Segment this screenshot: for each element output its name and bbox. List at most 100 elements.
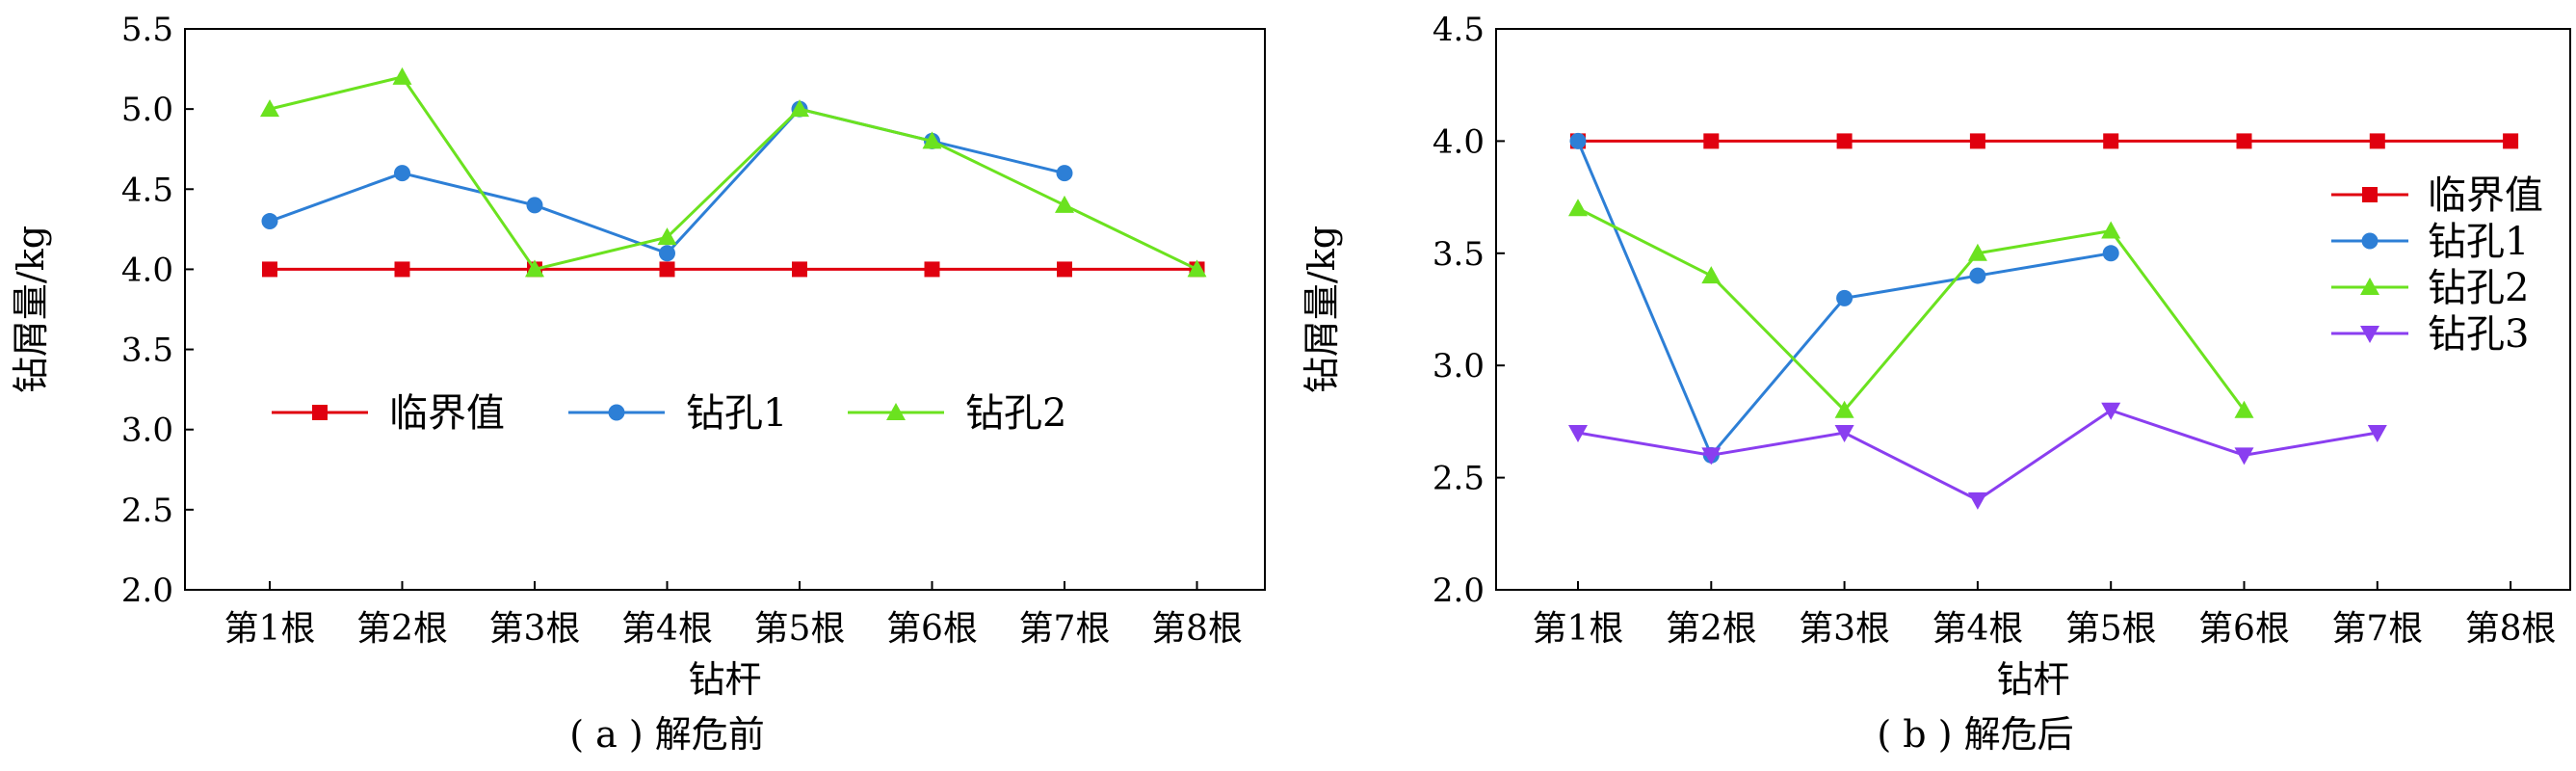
legend-item: 钻孔2 (2331, 266, 2529, 310)
legend-item: 钻孔1 (2331, 220, 2529, 264)
data-point (1568, 199, 1588, 217)
y-tick-label: 4.5 (1433, 11, 1485, 49)
data-point (1969, 133, 1985, 149)
data-point (1834, 425, 1854, 443)
series-2 (1569, 132, 2119, 464)
data-point (260, 99, 279, 118)
y-tick-label: 4.5 (121, 171, 173, 209)
x-axis-label: 钻杆 (688, 658, 761, 701)
data-point (1057, 261, 1072, 278)
data-point (2103, 133, 2119, 149)
legend-label: 钻孔2 (965, 391, 1066, 436)
data-point (1967, 243, 1987, 261)
legend-marker (2360, 278, 2379, 295)
legend-label: 临界值 (389, 391, 505, 436)
data-point (1701, 447, 1722, 465)
data-point (2101, 221, 2121, 239)
data-point (922, 131, 942, 149)
x-tick-label: 第3根 (489, 609, 581, 649)
legend-item: 钻孔3 (2331, 312, 2529, 357)
x-tick-label: 第8根 (1151, 609, 1243, 649)
data-point (1055, 195, 1074, 213)
chart-panel-a: 2.02.53.03.54.04.55.05.5第1根 第2根 第3根 第4根 第5根第… (10, 11, 1266, 756)
x-tick-label: 第2根 (1666, 609, 1757, 649)
series-1 (262, 261, 1205, 278)
data-point (1834, 400, 1854, 418)
legend-item: 钻孔2 (848, 391, 1066, 436)
legend-label: 临界值 (2428, 173, 2543, 218)
data-point (1187, 259, 1207, 278)
data-point (2234, 447, 2254, 465)
data-point (1836, 133, 1853, 149)
data-point (2236, 133, 2252, 149)
data-point (1969, 267, 1986, 284)
data-point (261, 213, 278, 230)
legend-item: 钻孔1 (568, 391, 787, 436)
data-point (1569, 132, 1587, 149)
series-4 (1568, 402, 2387, 510)
series-3 (260, 66, 1207, 278)
x-tick-label: 第7根 (1019, 609, 1111, 649)
y-axis-label: 钻屑量/kg (1301, 226, 1343, 393)
data-point (394, 165, 410, 182)
y-tick-label: 2.5 (1433, 460, 1485, 498)
x-tick-label: 第2根 (356, 609, 448, 649)
data-point (526, 197, 543, 214)
data-point (2102, 245, 2119, 262)
data-point (659, 261, 675, 278)
legend-marker (2360, 326, 2379, 343)
data-point (392, 66, 412, 85)
legend-marker (312, 405, 328, 420)
series-line (1577, 206, 2246, 412)
y-tick-label: 3.0 (121, 412, 173, 450)
legend-label: 钻孔1 (686, 391, 787, 436)
legend-label: 钻孔3 (2428, 312, 2529, 357)
data-point (2234, 400, 2254, 418)
x-tick-label: 第4根 (621, 609, 713, 649)
legend-marker (2361, 232, 2379, 250)
data-point (2369, 133, 2385, 149)
y-tick-label: 2.0 (1433, 572, 1485, 610)
data-point (790, 99, 809, 118)
chart-panel-b: 2.0 2.5 3.0 3.5 4.0 4.5 第1根 第2根 第3根 第4根 第5根 第6根 第7根 第… (1301, 11, 2571, 756)
data-point (657, 227, 677, 246)
series-line (269, 75, 1198, 272)
legend-label: 钻孔2 (2428, 266, 2529, 310)
plot-frame (184, 28, 1266, 591)
y-tick-label: 5.5 (121, 11, 173, 49)
data-point (525, 259, 544, 278)
plot-frame (1495, 28, 2571, 591)
series-1 (1570, 133, 2519, 149)
y-tick-label: 2.0 (121, 572, 173, 610)
y-tick-label: 3.5 (1433, 235, 1485, 274)
data-point (924, 261, 940, 278)
data-point (1056, 165, 1073, 182)
x-tick-label: 第6根 (886, 609, 978, 649)
y-tick-label: 5.0 (121, 91, 173, 129)
y-axis-label: 钻屑量/kg (10, 226, 52, 393)
x-tick-label: 第1根 (1533, 609, 1624, 649)
data-point (2101, 402, 2121, 420)
y-tick-label: 2.5 (121, 492, 173, 530)
legend-marker (886, 403, 906, 420)
data-point (659, 245, 675, 262)
x-tick-label: 第8根 (2465, 609, 2557, 649)
x-tick-label: 第5根 (2065, 609, 2157, 649)
legend-label: 钻孔1 (2428, 220, 2529, 264)
y-tick-label: 4.0 (121, 251, 173, 289)
data-point (1836, 289, 1853, 306)
panel-caption: ( a ) 解危前 (569, 713, 765, 756)
panel-caption: ( b ) 解危后 (1877, 713, 2073, 756)
data-point (1568, 425, 1588, 443)
data-point (2503, 133, 2519, 149)
data-point (1701, 266, 1722, 284)
data-point (2367, 425, 2387, 443)
legend: 临界值 钻孔1 钻孔2 (272, 391, 1066, 436)
data-point (262, 261, 277, 278)
legend-marker (2362, 187, 2378, 202)
data-point (1967, 492, 1987, 510)
y-tick-label: 3.0 (1433, 347, 1485, 386)
x-tick-label: 第7根 (2331, 609, 2423, 649)
